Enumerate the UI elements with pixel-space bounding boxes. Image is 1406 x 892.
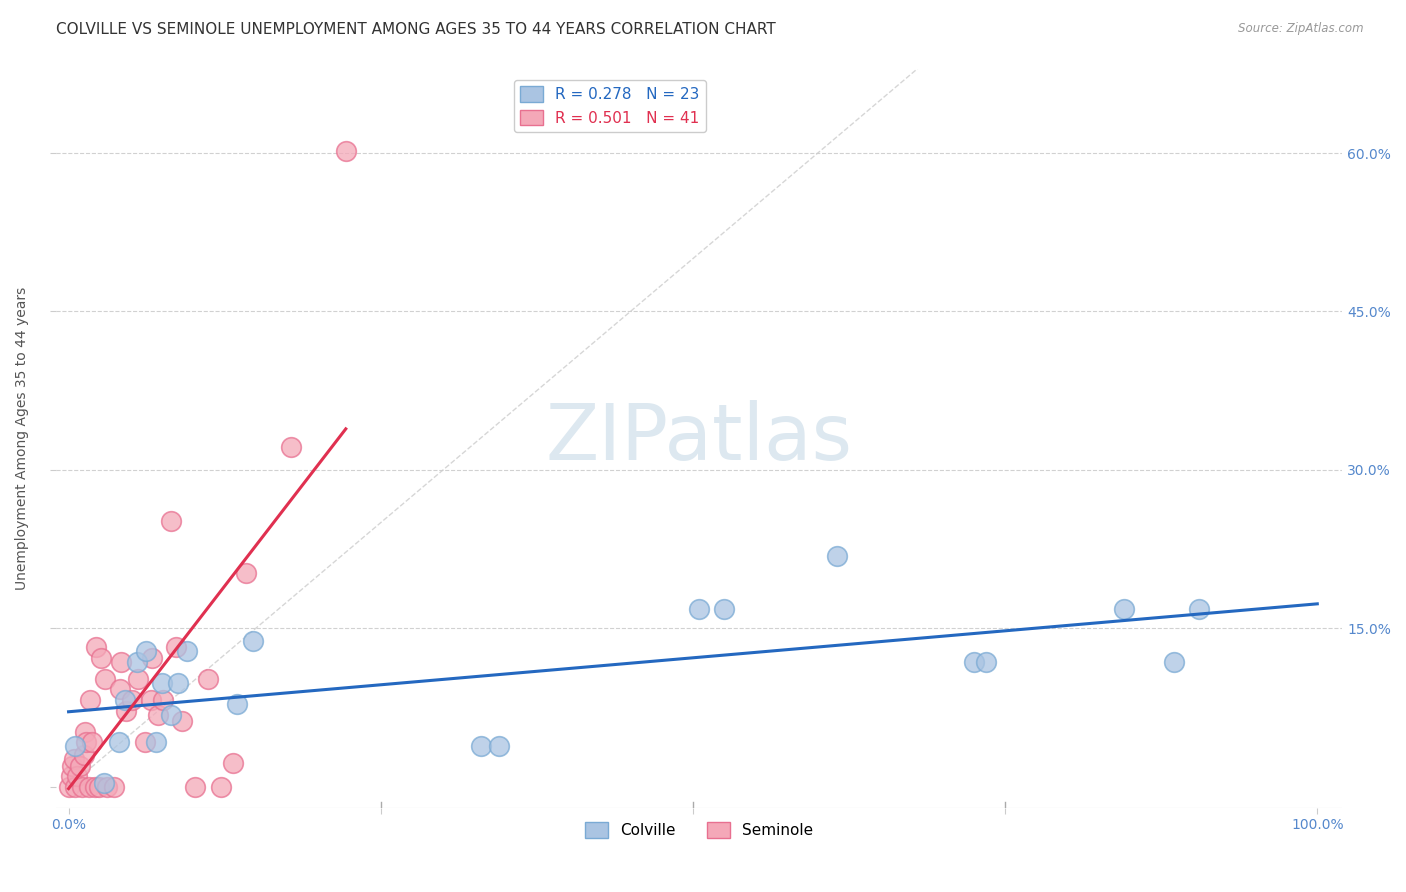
Point <box>114 693 136 707</box>
Legend: Colville, Seminole: Colville, Seminole <box>579 816 820 845</box>
Point <box>103 780 125 794</box>
Point <box>82 735 104 749</box>
Point <box>1112 602 1135 616</box>
Point <box>79 693 101 707</box>
Point <box>110 655 132 669</box>
Point <box>963 655 986 669</box>
Point <box>127 655 149 669</box>
Point <box>72 780 94 794</box>
Point <box>139 693 162 707</box>
Text: ZIPatlas: ZIPatlas <box>546 401 852 476</box>
Point <box>96 780 118 794</box>
Point <box>108 682 131 697</box>
Point <box>488 739 510 754</box>
Point <box>72 747 94 762</box>
Point <box>75 735 97 749</box>
Point <box>94 672 117 686</box>
Point <box>152 693 174 707</box>
Point <box>280 440 302 454</box>
Point <box>63 780 86 794</box>
Point <box>115 704 138 718</box>
Point <box>93 776 115 790</box>
Point <box>63 739 86 754</box>
Point <box>209 780 232 794</box>
Point <box>165 640 187 655</box>
Point <box>121 693 143 707</box>
Point <box>235 566 257 581</box>
Point <box>148 707 170 722</box>
Point <box>90 650 112 665</box>
Point <box>150 676 173 690</box>
Point <box>825 549 848 564</box>
Point <box>183 780 205 794</box>
Point <box>135 644 157 658</box>
Point <box>176 644 198 658</box>
Point <box>160 514 183 528</box>
Point <box>167 676 190 690</box>
Point <box>134 735 156 749</box>
Point <box>87 780 110 794</box>
Point <box>73 724 96 739</box>
Point <box>172 714 194 728</box>
Point <box>470 739 492 754</box>
Point <box>60 758 83 772</box>
Point <box>60 769 83 783</box>
Point <box>242 633 264 648</box>
Point <box>66 769 89 783</box>
Point <box>226 698 249 712</box>
Point <box>1163 655 1185 669</box>
Point <box>107 735 129 749</box>
Point <box>62 752 84 766</box>
Point <box>976 655 998 669</box>
Point <box>160 707 183 722</box>
Point <box>77 780 100 794</box>
Point <box>141 650 163 665</box>
Point <box>335 144 357 158</box>
Point <box>58 780 80 794</box>
Point <box>84 640 107 655</box>
Point <box>145 735 167 749</box>
Point <box>128 672 150 686</box>
Text: COLVILLE VS SEMINOLE UNEMPLOYMENT AMONG AGES 35 TO 44 YEARS CORRELATION CHART: COLVILLE VS SEMINOLE UNEMPLOYMENT AMONG … <box>56 22 776 37</box>
Point <box>713 602 735 616</box>
Text: Source: ZipAtlas.com: Source: ZipAtlas.com <box>1239 22 1364 36</box>
Point <box>1188 602 1211 616</box>
Point <box>83 780 105 794</box>
Point <box>197 672 219 686</box>
Point <box>688 602 710 616</box>
Point <box>69 758 91 772</box>
Y-axis label: Unemployment Among Ages 35 to 44 years: Unemployment Among Ages 35 to 44 years <box>15 286 30 590</box>
Point <box>222 756 245 771</box>
